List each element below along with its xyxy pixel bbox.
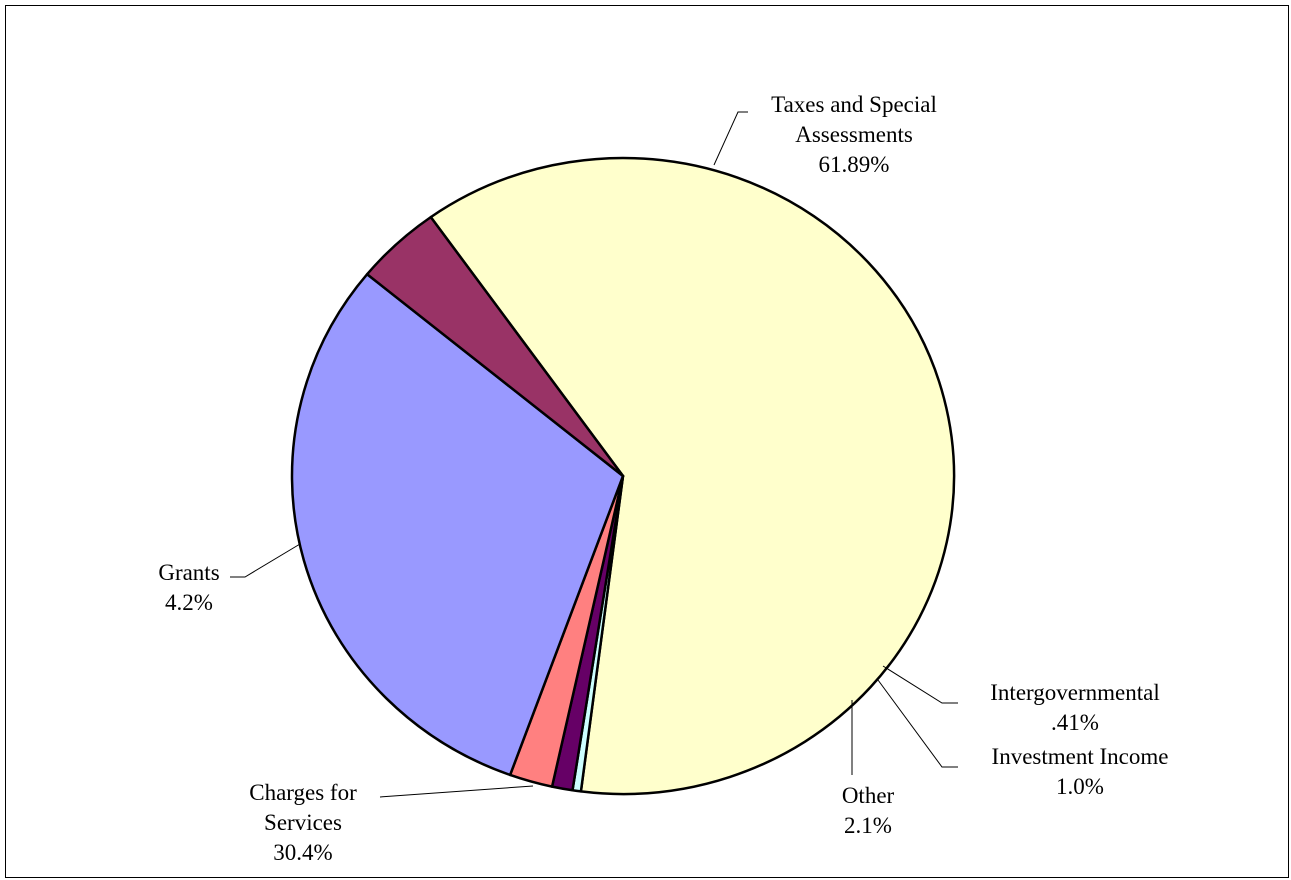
leader-line-taxes-and-special-assessments bbox=[713, 111, 748, 166]
slice-value-grants: 4.2% bbox=[165, 590, 213, 615]
leader-line-investment-income bbox=[877, 679, 958, 768]
slice-label-charges-for-services: Services bbox=[264, 810, 342, 835]
pie-slice-charges-for-services bbox=[290, 272, 625, 777]
slice-label-grants: Grants bbox=[158, 560, 219, 585]
slice-value-investment-income: 1.0% bbox=[1056, 774, 1104, 799]
leader-lines bbox=[230, 111, 958, 798]
slice-value-other: 2.1% bbox=[844, 813, 892, 838]
slice-label-taxes-and-special-assessments: Assessments bbox=[795, 122, 913, 147]
slice-value-taxes-and-special-assessments: 61.89% bbox=[819, 152, 890, 177]
slice-label-investment-income: Investment Income bbox=[992, 744, 1169, 769]
leader-line-grants bbox=[230, 543, 301, 578]
slice-label-intergovernmental: Intergovernmental bbox=[990, 680, 1159, 705]
slice-label-other: Other bbox=[842, 783, 895, 808]
slice-label-charges-for-services: Charges for bbox=[249, 780, 357, 805]
pie-slice-grants bbox=[365, 215, 625, 478]
slice-value-charges-for-services: 30.4% bbox=[273, 840, 332, 865]
slice-labels: Taxes and Special Assessments 61.89% Interg… bbox=[158, 92, 1168, 865]
pie-slice-taxes-and-special-assessments bbox=[429, 156, 956, 796]
leader-line-charges-for-services bbox=[379, 785, 534, 798]
pie-slices bbox=[290, 156, 956, 796]
slice-value-intergovernmental: .41% bbox=[1051, 710, 1099, 735]
slice-label-taxes-and-special-assessments: Taxes and Special bbox=[771, 92, 937, 117]
leader-line-intergovernmental bbox=[882, 665, 958, 704]
